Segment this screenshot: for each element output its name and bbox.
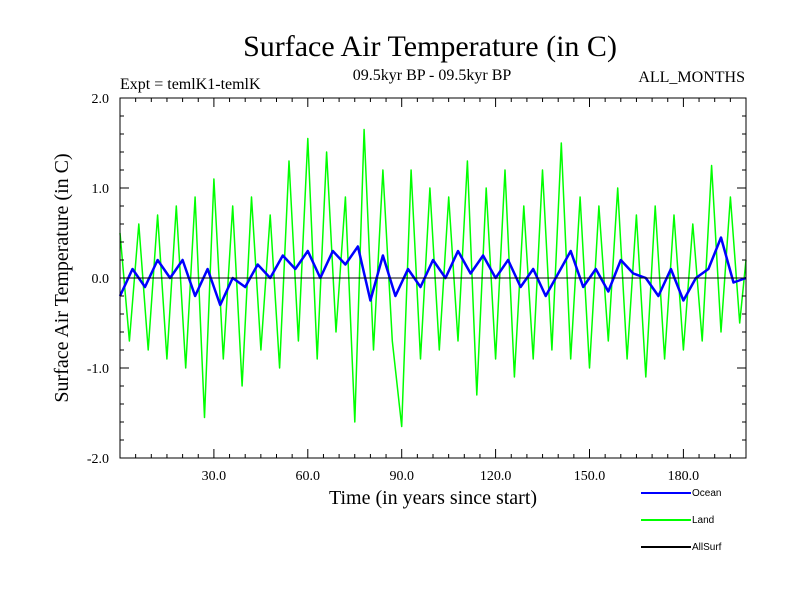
y-axis-label: Surface Air Temperature (in C) [51, 153, 73, 402]
axis-ticks [120, 97, 746, 459]
series-line-ocean [118, 236, 747, 307]
x-tick-label: 120.0 [480, 469, 512, 484]
y-tick-label: 2.0 [92, 92, 110, 107]
legend-label-ocean: Ocean [692, 488, 721, 499]
x-tick-label: 180.0 [668, 469, 700, 484]
y-tick-label: 1.0 [92, 182, 110, 197]
legend-label-allsurf: AllSurf [692, 542, 722, 553]
chart-subtitle-left: Expt = temlK1-temlK [120, 76, 261, 93]
chart-title: Surface Air Temperature (in C) [243, 30, 617, 63]
legend-label-land: Land [692, 515, 714, 526]
y-tick-label: -1.0 [87, 362, 109, 377]
x-axis-label: Time (in years since start) [329, 487, 537, 509]
chart-subtitle-right: ALL_MONTHS [638, 69, 745, 86]
series-line-land [119, 128, 747, 428]
x-tick-label: 30.0 [202, 469, 227, 484]
y-tick-label: -2.0 [87, 452, 109, 467]
plot-series [118, 128, 747, 428]
x-tick-label: 60.0 [296, 469, 321, 484]
tick-labels: 30.0 60.0 90.0 120.0 150.0 180.0 -2.0 -1.0 0.0 1.… [87, 92, 699, 484]
legend: Ocean Land AllSurf [641, 488, 722, 553]
x-tick-label: 150.0 [574, 469, 606, 484]
chart-subtitle-center: 09.5kyr BP - 09.5kyr BP [353, 67, 512, 84]
y-tick-label: 0.0 [92, 272, 110, 287]
x-tick-label: 90.0 [389, 469, 414, 484]
